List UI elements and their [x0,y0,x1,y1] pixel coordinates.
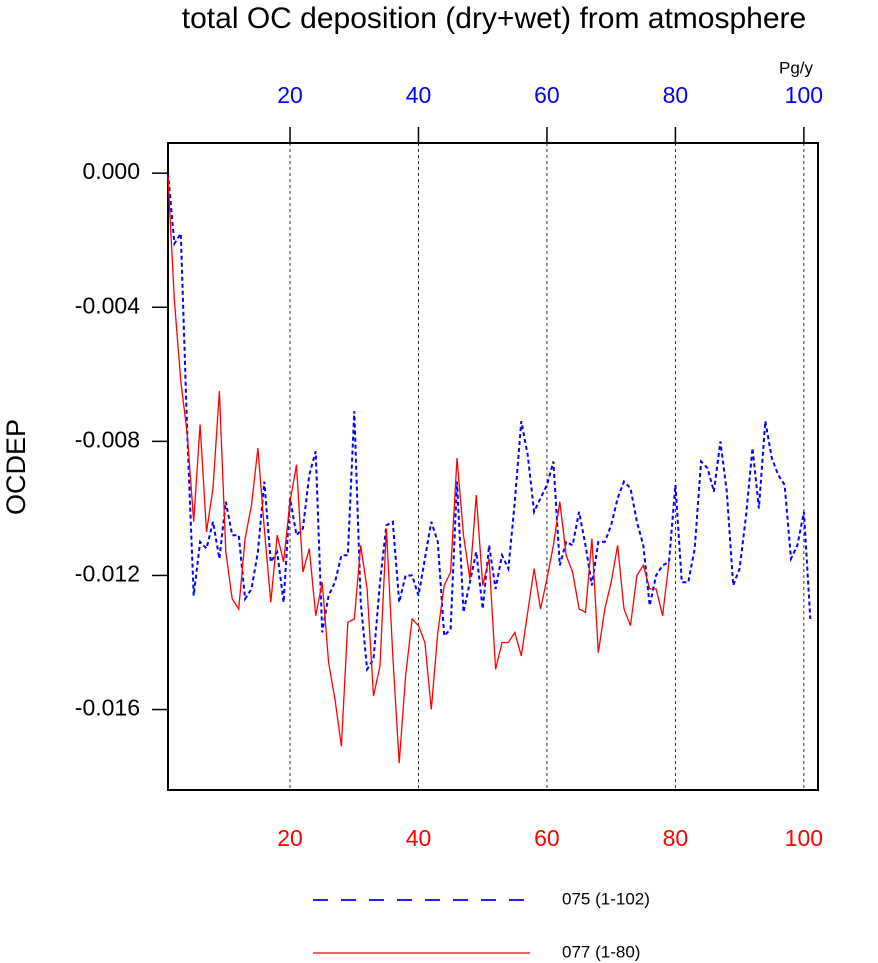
units-label: Pg/y [779,58,814,77]
series-line [167,176,670,764]
x-top-tick-label: 100 [785,82,823,108]
x-bottom-tick-label: 60 [534,825,560,851]
legend-label: 075 (1-102) [562,889,650,908]
x-bottom-tick-label: 20 [277,825,303,851]
y-tick-label: -0.008 [75,426,140,452]
x-top-tick-label: 20 [277,82,303,108]
y-tick-label: -0.012 [75,561,140,587]
legend-label: 077 (1-80) [562,942,640,961]
chart-title: total OC deposition (dry+wet) from atmos… [182,2,806,35]
y-tick-label: 0.000 [82,158,140,184]
x-bottom-tick-label: 80 [663,825,689,851]
series-line [167,173,812,673]
x-bottom-tick-label: 100 [785,825,823,851]
x-top-tick-label: 60 [534,82,560,108]
plot-frame [167,142,819,791]
y-axis-label: OCDEP [1,419,31,515]
y-tick-label: -0.004 [75,292,140,318]
x-bottom-tick-label: 40 [406,825,432,851]
x-top-tick-label: 40 [406,82,432,108]
y-tick-label: -0.016 [75,695,140,721]
x-top-tick-label: 80 [663,82,689,108]
